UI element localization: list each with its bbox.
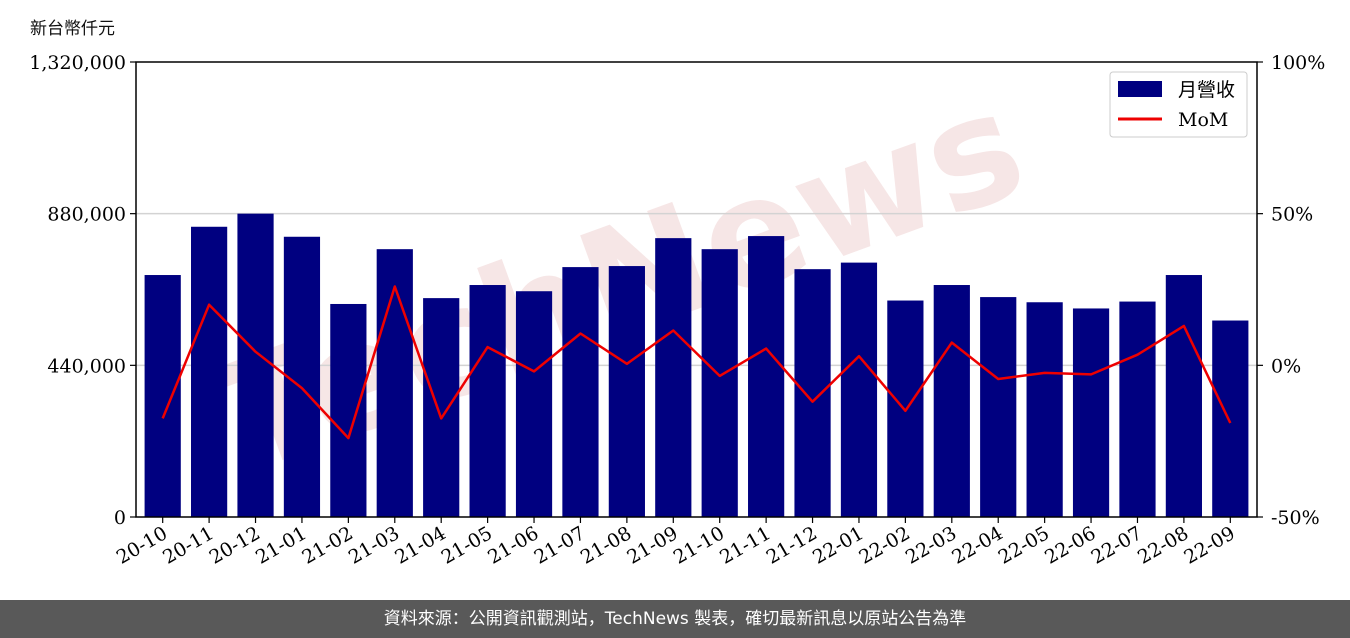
y-right-tick-label: 50% [1271,204,1313,226]
x-tick-label: 21-12 [763,522,821,568]
bar [794,269,831,517]
chart: TechNews 0440,000880,0001,320,000-50%0%5… [29,52,1325,569]
x-tick-label: 22-07 [1088,522,1146,568]
x-tick-label: 21-08 [577,522,635,568]
bar [701,249,738,517]
x-tick-label: 22-09 [1180,522,1238,568]
legend-swatch-bar [1118,81,1162,97]
y-left-tick-label: 1,320,000 [29,52,126,74]
bar [933,285,970,517]
x-tick-label: 22-02 [855,522,913,568]
bar [608,266,645,517]
bar [562,267,599,517]
x-tick-label: 20-10 [113,522,171,568]
bar [330,303,367,517]
x-tick-label: 21-04 [391,522,449,568]
x-tick-label: 22-04 [948,522,1006,568]
bar [191,226,228,518]
bar [515,291,553,517]
bar [237,213,274,517]
x-tick-label: 21-09 [623,522,681,568]
bar [840,262,878,517]
bar [655,238,692,518]
y-right-tick-label: 100% [1271,52,1325,74]
mom-line [161,285,1232,440]
bar [1072,308,1110,517]
bar [283,236,321,518]
y-right-tick-label: 0% [1271,355,1301,377]
bar-series [144,213,1249,518]
gridlines [136,212,1257,367]
line-series [161,285,1232,440]
x-tick-label: 22-01 [809,522,867,568]
legend: 月營收 MoM [1109,71,1248,138]
bar [1212,320,1249,517]
bar [423,298,460,517]
legend-label-bar: 月營收 [1178,79,1235,101]
x-tick-label: 22-06 [1041,522,1099,568]
bar [144,275,181,517]
x-tick-label: 21-03 [345,522,403,568]
y-axis-unit-label: 新台幣仟元 [30,19,115,39]
x-tick-label: 20-12 [206,522,264,568]
bar [1026,302,1063,517]
y-left-tick-label: 440,000 [47,355,126,377]
bar [376,249,413,517]
x-tick-label: 21-01 [252,522,310,568]
y-left-tick-label: 0 [114,507,126,529]
x-tick-label: 22-05 [995,522,1053,568]
x-tick-label: 21-11 [716,522,774,568]
y-left-tick-label: 880,000 [47,204,126,226]
bar [980,297,1017,517]
bar [1119,301,1156,517]
x-tick-label: 21-06 [484,522,542,568]
x-tick-label: 22-03 [902,522,960,568]
bar [469,285,506,517]
bar [1165,275,1202,517]
legend-label-line: MoM [1178,109,1228,131]
y-right-tick-label: -50% [1271,507,1320,529]
plot-frame [135,61,1258,518]
x-tick-label: 20-11 [159,522,217,568]
x-tick-label: 21-05 [438,522,496,568]
footer-source-note: 資料來源：公開資訊觀測站，TechNews 製表，確切最新訊息以原站公告為準 [0,600,1350,638]
x-tick-label: 22-08 [1134,522,1192,568]
x-tick-label: 21-07 [531,522,589,568]
x-tick-label: 21-02 [298,522,356,568]
bar [748,236,785,518]
x-tick-label: 21-10 [670,522,728,568]
